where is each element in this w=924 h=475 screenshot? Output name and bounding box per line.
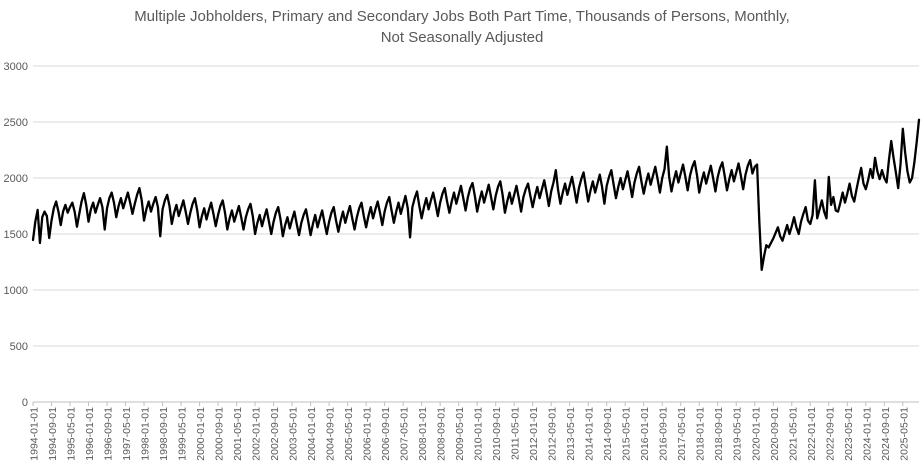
- x-tick-label: 2020-09-01: [769, 407, 781, 461]
- x-tick-label: 2006-01-01: [362, 407, 374, 461]
- x-tick-label: 1998-09-01: [158, 407, 170, 461]
- x-tick-label: 2004-01-01: [306, 407, 318, 461]
- x-tick-label: 2006-09-01: [380, 407, 392, 461]
- x-tick-label: 2016-01-01: [639, 407, 651, 461]
- x-tick-label: 1996-01-01: [84, 407, 96, 461]
- x-tick-label: 1994-09-01: [47, 407, 59, 461]
- x-tick-label: 2019-05-01: [732, 407, 744, 461]
- chart-title-line1: Multiple Jobholders, Primary and Seconda…: [134, 8, 790, 25]
- y-tick-label: 1000: [4, 285, 28, 297]
- x-tick-label: 2001-05-01: [232, 407, 244, 461]
- x-tick-label: 2012-09-01: [547, 407, 559, 461]
- x-tick-label: 2010-09-01: [491, 407, 503, 461]
- x-tick-label: 2004-09-01: [325, 407, 337, 461]
- x-tick-label: 1995-05-01: [66, 407, 78, 461]
- x-tick-label: 2025-05-01: [898, 407, 910, 461]
- x-tick-label: 2008-01-01: [417, 407, 429, 461]
- x-tick-label: 2013-05-01: [565, 407, 577, 461]
- x-tick-label: 1998-01-01: [140, 407, 152, 461]
- x-tick-label: 2007-05-01: [399, 407, 411, 461]
- x-tick-label: 2000-01-01: [195, 407, 207, 461]
- x-tick-label: 2009-05-01: [454, 407, 466, 461]
- x-tick-label: 2005-05-01: [343, 407, 355, 461]
- chart-title-line2: Not Seasonally Adjusted: [380, 29, 544, 46]
- x-tick-label: 2017-05-01: [676, 407, 688, 461]
- x-tick-label: 1997-05-01: [121, 407, 133, 461]
- x-tick-label: 2024-01-01: [861, 407, 873, 461]
- x-tick-label: 2018-09-01: [713, 407, 725, 461]
- x-tick-label: 2022-01-01: [806, 407, 818, 461]
- x-tick-label: 2014-01-01: [584, 407, 596, 461]
- x-tick-label: 1996-09-01: [103, 407, 115, 461]
- x-tick-label: 2008-09-01: [436, 407, 448, 461]
- x-tick-label: 1994-01-01: [29, 407, 41, 461]
- x-tick-label: 1999-05-01: [177, 407, 189, 461]
- x-tick-label: 2020-01-01: [750, 407, 762, 461]
- y-tick-label: 3000: [4, 61, 28, 73]
- x-tick-label: 2003-05-01: [288, 407, 300, 461]
- x-tick-label: 2015-05-01: [621, 407, 633, 461]
- x-tick-label: 2016-09-01: [658, 407, 670, 461]
- x-tick-label: 2000-09-01: [214, 407, 226, 461]
- y-tick-label: 500: [10, 341, 28, 353]
- x-tick-label: 2012-01-01: [528, 407, 540, 461]
- y-tick-label: 2500: [4, 117, 28, 129]
- y-tick-label: 2000: [4, 173, 28, 185]
- x-tick-label: 2022-09-01: [824, 407, 836, 461]
- y-tick-label: 1500: [4, 229, 28, 241]
- x-tick-label: 2010-01-01: [473, 407, 485, 461]
- x-tick-label: 2002-09-01: [269, 407, 281, 461]
- x-tick-label: 2018-01-01: [695, 407, 707, 461]
- x-tick-label: 2014-09-01: [602, 407, 614, 461]
- chart-title: Multiple Jobholders, Primary and Seconda…: [0, 6, 924, 48]
- x-tick-label: 2023-05-01: [843, 407, 855, 461]
- x-tick-label: 2021-05-01: [787, 407, 799, 461]
- data-series-line: [31, 118, 921, 271]
- x-tick-label: 2011-05-01: [510, 407, 522, 460]
- x-tick-label: 2002-01-01: [251, 407, 263, 461]
- y-tick-label: 0: [22, 397, 28, 409]
- x-tick-label: 2024-09-01: [880, 407, 892, 461]
